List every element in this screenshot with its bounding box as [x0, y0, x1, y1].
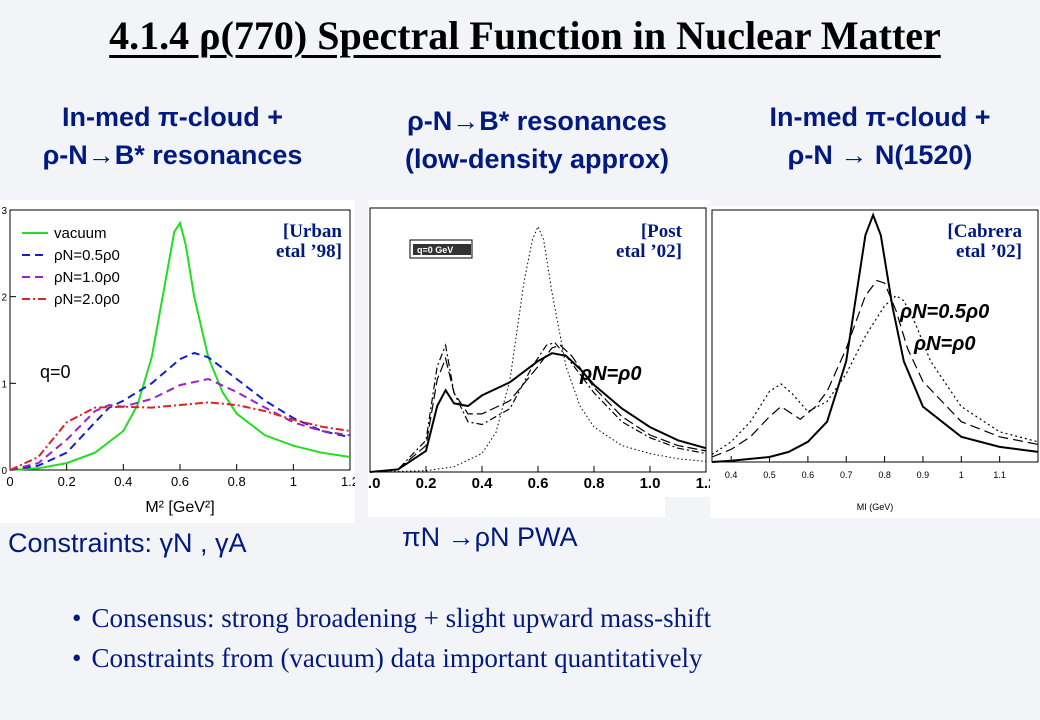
constraints-middle: πN →ρN PWA: [402, 522, 578, 552]
series-line: [369, 225, 707, 473]
left-chart-panel: 0 0.2 0.4 0.6 0.8 1 1.2 0 1 2 3 M² [GeV²] vacuum ρN=0…: [0, 200, 359, 523]
legend-label: ρN=2.0ρ0: [54, 291, 120, 308]
x-tick-label: 0.5: [763, 470, 776, 480]
annotation-density-half: ρN=0.5ρ0: [899, 301, 989, 323]
right-chart: 0.4 0.5 0.6 0.7 0.8 0.9 1 1.1 MI (GeV) ρN=0.5ρ0 ρN…: [711, 209, 1039, 512]
y-tick-label: 3: [1, 206, 7, 217]
right-citation: [Cabrera etal ’02]: [900, 222, 1022, 262]
x-tick-label: 0.8: [228, 474, 246, 489]
series-line: [711, 294, 1039, 455]
middle-chart: 0.0 0.2 0.4 0.6 0.8 1.0 1.2 q=0 GeV ρN=ρ0: [360, 207, 716, 492]
x-tick-label: 1.1: [993, 470, 1006, 480]
x-tick-label: 1.0: [640, 475, 661, 492]
left-chart: 0 0.2 0.4 0.6 0.8 1 1.2 0 1 2 3 M² [GeV²] vacuum ρN=0…: [1, 206, 359, 516]
page-title: 4.1.4 ρ(770) Spectral Function in Nuclea…: [109, 13, 941, 58]
right-header-line2: ρ-N → N(1520): [787, 140, 973, 170]
legend-box-label: q=0 GeV: [417, 245, 453, 255]
left-header: In-med π-cloud + ρ-N→B* resonances: [0, 98, 345, 174]
middle-header-line2: (low-density approx): [404, 144, 669, 174]
series-line: [9, 351, 351, 471]
x-tick-label: 0.4: [472, 475, 494, 492]
middle-citation-line2: etal ’02]: [616, 241, 682, 262]
series-line: [9, 220, 351, 471]
x-tick-label: 0.6: [802, 470, 815, 480]
x-tick-label: 1.2: [696, 475, 710, 492]
y-tick-label: 0: [1, 466, 7, 477]
constraints-left: Constraints: γN , γA: [8, 528, 247, 558]
annotation-q: q=0: [40, 362, 71, 382]
annotation-density-full: ρN=ρ0: [913, 333, 975, 355]
bullet-list: Consensus: strong broadening + slight up…: [72, 598, 711, 678]
series-line: [711, 212, 1039, 463]
x-tick-label: 1: [959, 470, 964, 480]
legend-box-shadow: [413, 244, 471, 255]
x-tick-label: 0.2: [58, 474, 76, 489]
x-tick-label: 0.7: [840, 470, 853, 480]
y-tick-label: 1: [1, 379, 7, 390]
x-tick-label: 1.2: [341, 474, 355, 489]
bullet-item: Consensus: strong broadening + slight up…: [72, 598, 711, 638]
series-line: [9, 401, 351, 471]
x-axis-label: MI (GeV): [857, 502, 894, 512]
left-header-line1: In-med π-cloud +: [62, 102, 283, 132]
middle-header-line1: ρ-N→B* resonances: [407, 106, 667, 136]
left-citation: [Urban etal ’98]: [220, 222, 342, 262]
x-tick-label: 0.2: [416, 475, 437, 492]
bullet-item: Constraints from (vacuum) data important…: [72, 638, 711, 678]
x-axis-label: M² [GeV²]: [145, 499, 214, 516]
x-tick-label: 0.8: [584, 475, 605, 492]
middle-chart-panel-extension: [368, 497, 665, 517]
series-line: [369, 352, 707, 473]
legend-label: ρN=0.5ρ0: [54, 247, 120, 264]
x-tick-label: 0.6: [528, 475, 549, 492]
x-tick-label: 0.8: [878, 470, 891, 480]
x-tick-label: 0.4: [114, 474, 132, 489]
plot-frame: [711, 209, 1039, 463]
x-tick-label: 0.9: [917, 470, 930, 480]
right-header-line1: In-med π-cloud +: [769, 102, 991, 132]
left-citation-line1: [Urban: [282, 221, 342, 242]
middle-chart-panel: 0.0 0.2 0.4 0.6 0.8 1.0 1.2 q=0 GeV ρN=ρ0: [360, 200, 716, 497]
left-citation-line2: etal ’98]: [276, 241, 342, 262]
series-line: [9, 377, 351, 471]
legend-label: ρN=1.0ρ0: [54, 269, 120, 286]
right-citation-line2: etal ’02]: [956, 241, 1022, 262]
middle-citation: [Post etal ’02]: [560, 222, 682, 262]
x-tick-label: 0.0: [368, 475, 380, 492]
right-header: In-med π-cloud + ρ-N → N(1520): [720, 98, 1040, 174]
right-citation-line1: [Cabrera: [947, 221, 1022, 242]
x-tick-label: 0.6: [171, 474, 189, 489]
left-header-line2: ρ-N→B* resonances: [42, 140, 303, 170]
middle-citation-line1: [Post: [640, 221, 682, 242]
right-chart-panel: 0.4 0.5 0.6 0.7 0.8 0.9 1 1.1 MI (GeV) ρN=0.5ρ0 ρN…: [710, 206, 1040, 518]
x-tick-label: 0.4: [725, 470, 738, 480]
x-tick-label: 0: [6, 474, 13, 489]
middle-header: ρ-N→B* resonances (low-density approx): [362, 102, 712, 178]
x-tick-label: 1: [290, 474, 297, 489]
legend-label: vacuum: [54, 225, 107, 242]
series-line: [369, 341, 707, 473]
series-line: [369, 344, 707, 473]
series-line: [711, 279, 1039, 458]
y-tick-label: 2: [1, 293, 7, 304]
annotation-density: ρN=ρ0: [579, 363, 641, 385]
